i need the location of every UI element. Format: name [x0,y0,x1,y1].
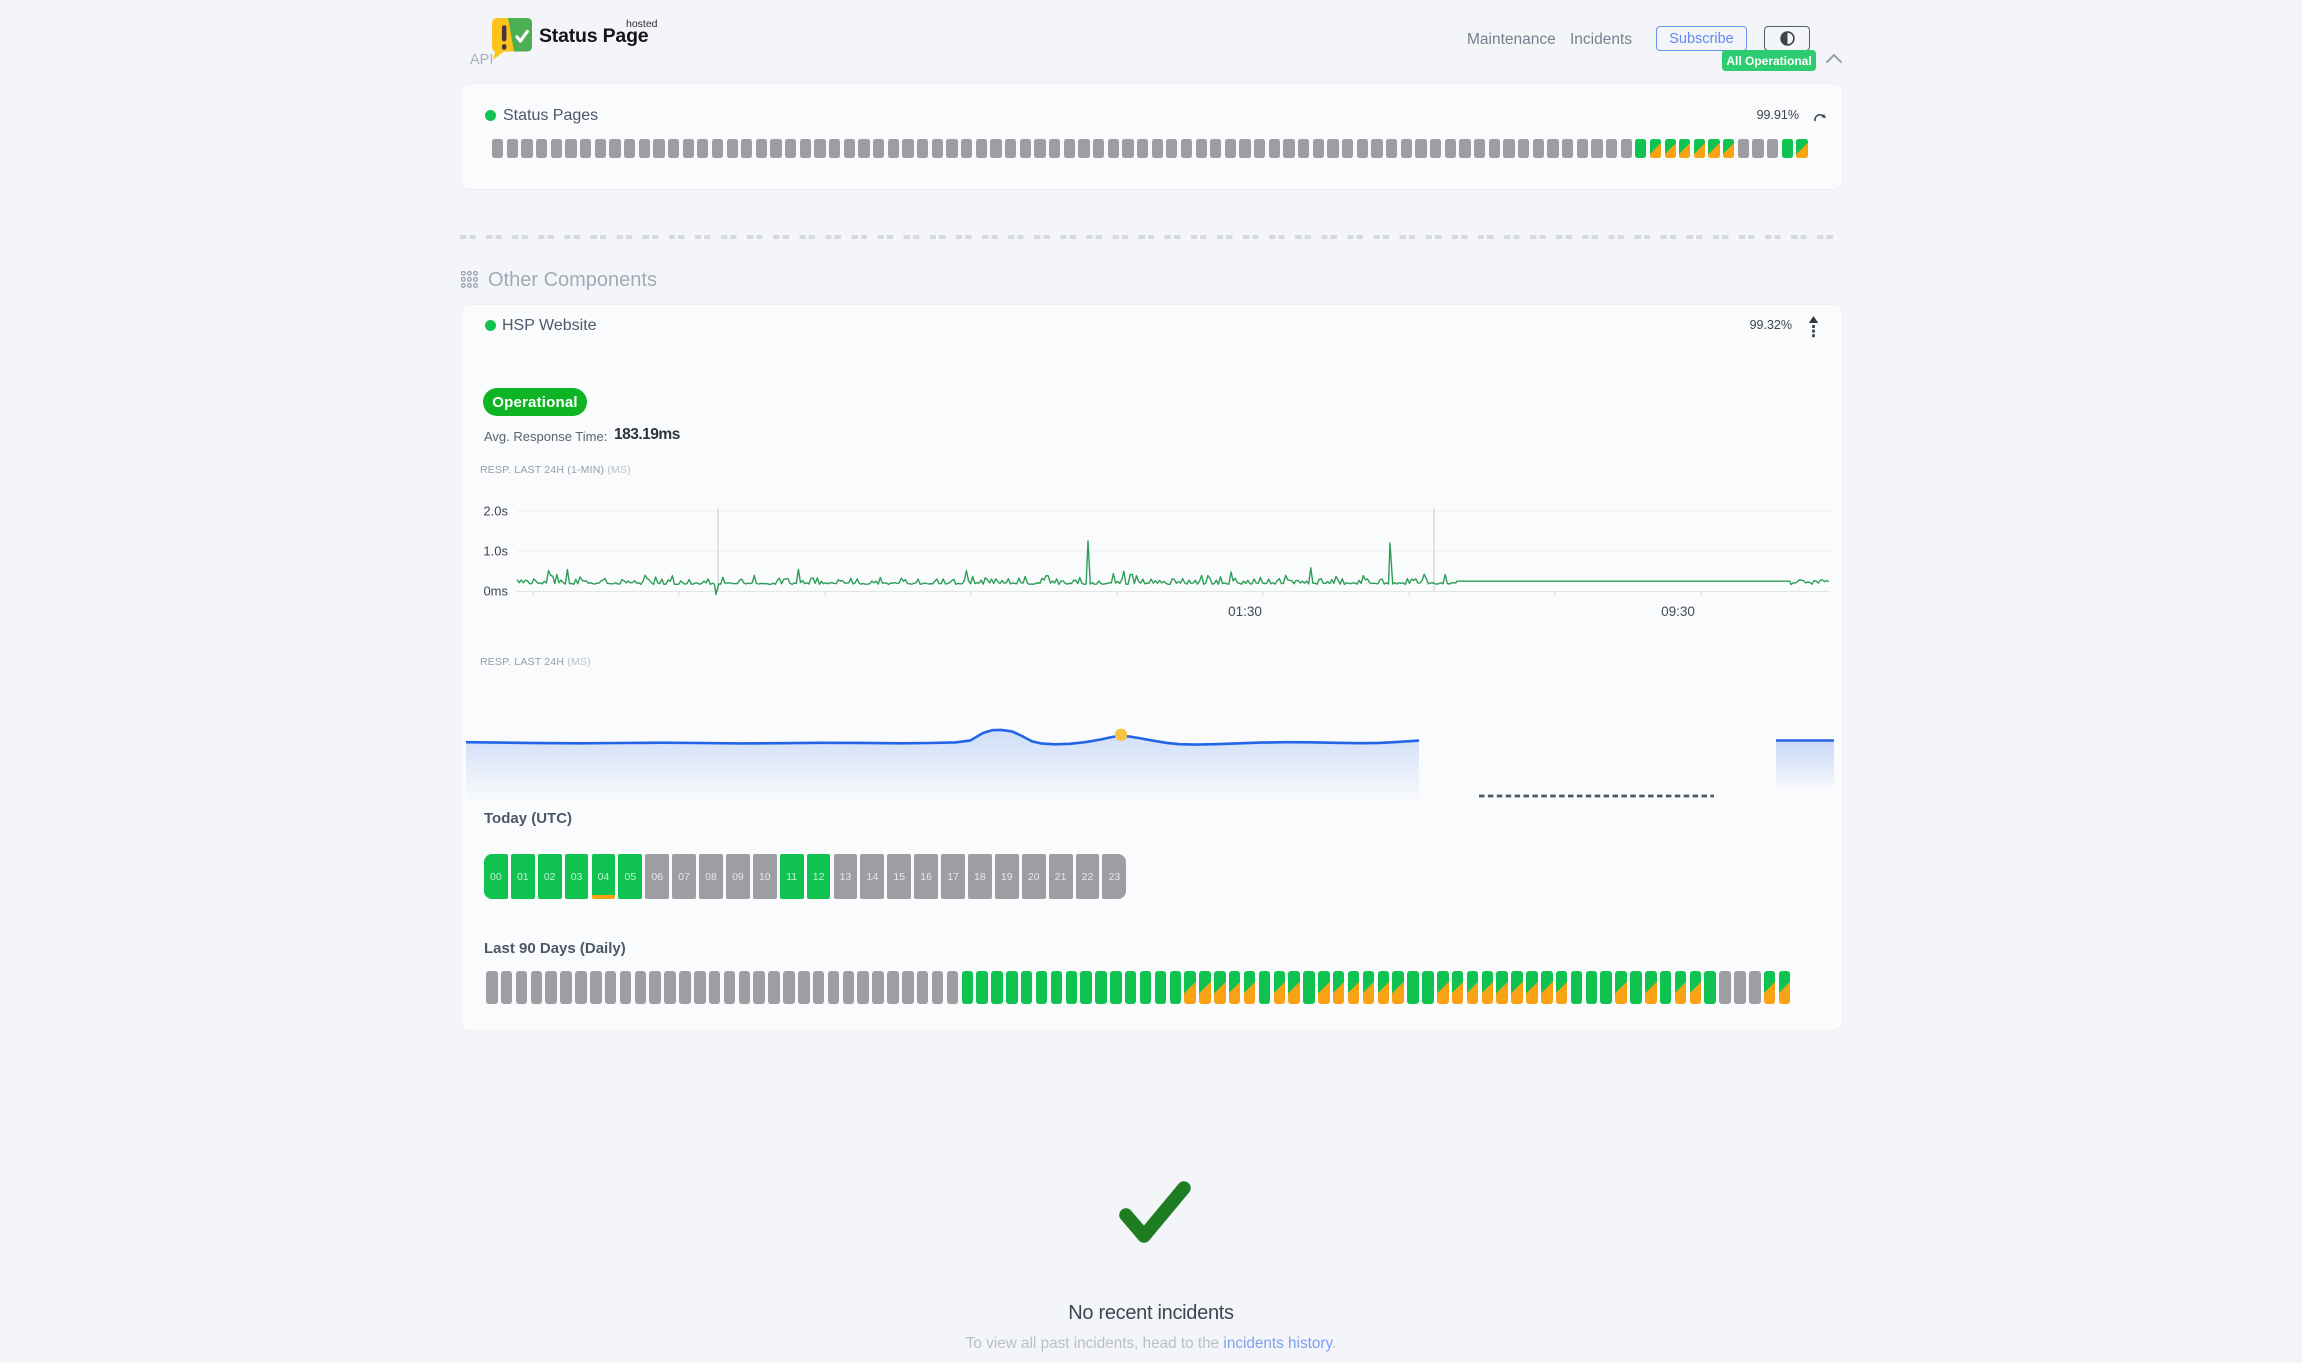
svg-text:01:30: 01:30 [1228,604,1262,619]
svg-text:0ms: 0ms [483,584,508,599]
svg-text:09:30: 09:30 [1661,604,1695,619]
svg-text:1.0s: 1.0s [483,544,508,559]
svg-text:2.0s: 2.0s [483,504,508,519]
